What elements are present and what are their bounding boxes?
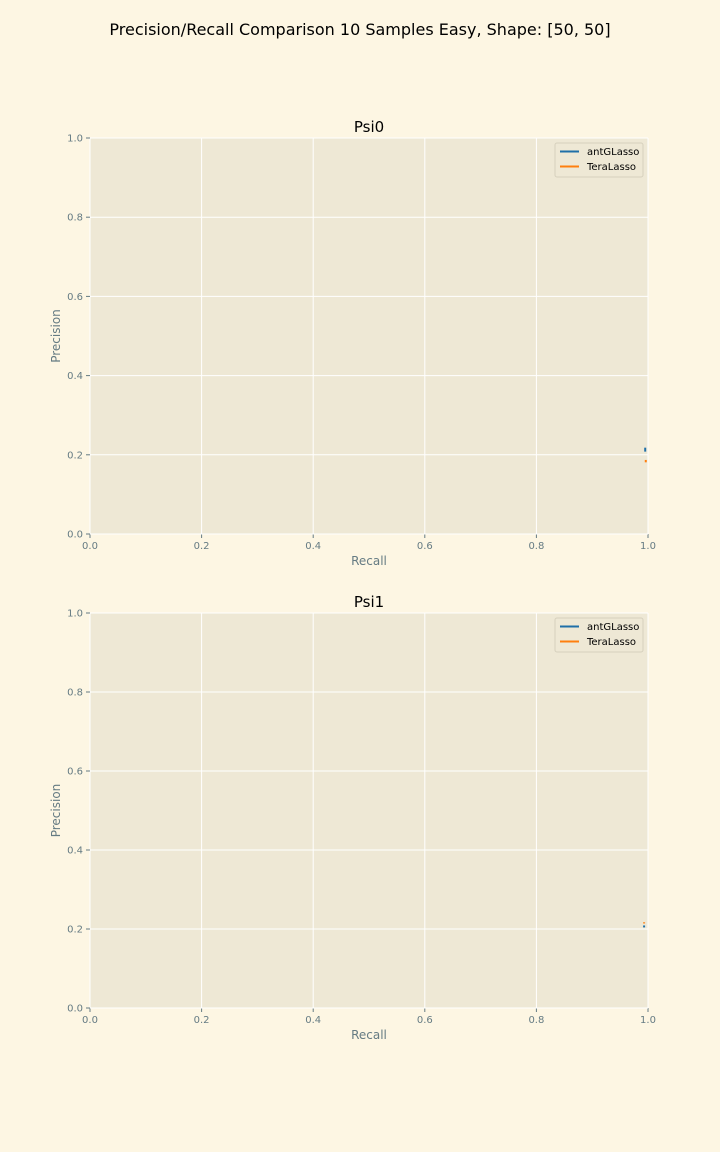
y-tick-label: 0.6 xyxy=(67,292,83,303)
figure-title: Precision/Recall Comparison 10 Samples E… xyxy=(109,20,610,39)
legend-label: antGLasso xyxy=(587,622,639,633)
legend: antGLasso TeraLasso xyxy=(554,617,644,653)
y-tick-label: 0.2 xyxy=(67,450,83,461)
x-tick-label: 0.8 xyxy=(528,1015,544,1026)
x-tick-label: 0.4 xyxy=(305,541,321,552)
y-tick-label: 1.0 xyxy=(67,134,83,145)
x-tick-label: 0.2 xyxy=(194,1015,210,1026)
y-tick-label: 0.4 xyxy=(67,846,83,857)
y-tick-label: 0.4 xyxy=(67,371,83,382)
y-tick-label: 0.8 xyxy=(67,688,83,699)
x-axis-label: Recall xyxy=(351,1028,387,1042)
x-tick-label: 1.0 xyxy=(640,541,656,552)
y-tick-label: 1.0 xyxy=(67,609,83,620)
x-tick-label: 1.0 xyxy=(640,1015,656,1026)
x-tick-label: 0.4 xyxy=(305,1015,321,1026)
y-tick-label: 0.0 xyxy=(67,1004,83,1015)
y-axis-label: Precision xyxy=(49,784,63,838)
y-tick-label: 0.0 xyxy=(67,530,83,541)
plots-container: 0.0 0.2 0.4 0.6 0.8 1.0 0.0 0.2 0.4 0.6 0.8 1.0 Psi0… xyxy=(49,118,656,1042)
plot-area xyxy=(90,613,648,1008)
legend: antGLasso TeraLasso xyxy=(554,142,644,178)
y-tick-label: 0.6 xyxy=(67,767,83,778)
axes-psi1: 0.0 0.2 0.4 0.6 0.8 1.0 0.0 0.2 0.4 0.6 0.8 1.0 Psi1… xyxy=(49,593,656,1042)
x-tick-label: 0.6 xyxy=(417,1015,433,1026)
x-tick-label: 0.0 xyxy=(82,1015,98,1026)
axes-title: Psi0 xyxy=(354,118,384,136)
plot-area xyxy=(90,138,648,534)
x-tick-label: 0.0 xyxy=(82,541,98,552)
x-tick-label: 0.8 xyxy=(528,541,544,552)
y-axis-label: Precision xyxy=(49,309,63,363)
x-tick-label: 0.6 xyxy=(417,541,433,552)
axes-psi0: 0.0 0.2 0.4 0.6 0.8 1.0 0.0 0.2 0.4 0.6 0.8 1.0 Psi0… xyxy=(49,118,656,568)
y-tick-label: 0.8 xyxy=(67,213,83,224)
legend-label: TeraLasso xyxy=(586,162,636,173)
y-tick-label: 0.2 xyxy=(67,925,83,936)
legend-label: TeraLasso xyxy=(586,637,636,648)
axes-title: Psi1 xyxy=(354,593,384,611)
legend-label: antGLasso xyxy=(587,147,639,158)
x-axis-label: Recall xyxy=(351,554,387,568)
x-tick-label: 0.2 xyxy=(194,541,210,552)
